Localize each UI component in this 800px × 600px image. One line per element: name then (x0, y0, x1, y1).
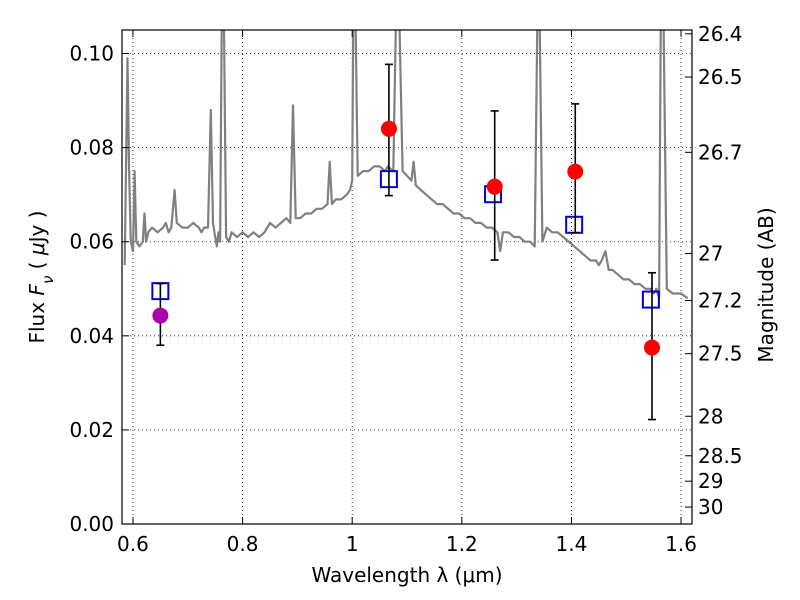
magnitude-tick-label: 30 (698, 495, 723, 519)
circle-marker (152, 307, 169, 324)
square-marker (565, 215, 584, 234)
data-marks (151, 63, 660, 421)
x-tick-label: 1.6 (665, 532, 697, 556)
magnitude-tick-label: 26.5 (698, 65, 743, 89)
y-axis-label: Flux Fν ( μJy ) (25, 210, 57, 343)
magnitude-tick-label: 26.7 (698, 140, 743, 164)
grid (122, 30, 692, 525)
y-tick-label: 0.10 (69, 42, 114, 66)
x-tick-label: 1.4 (556, 532, 588, 556)
y-tick-label: 0.08 (69, 136, 114, 160)
model-spectrum-line (123, 30, 689, 300)
magnitude-tick-label: 29 (698, 469, 723, 493)
y-tick-label: 0.06 (69, 230, 114, 254)
x-axis-label: Wavelength λ (μm) (311, 563, 502, 587)
plot-frame (121, 29, 693, 525)
magnitude-tick-label: 26.4 (698, 22, 743, 46)
model-spectrum (123, 30, 689, 300)
axes: 0.6 0.8 1 1.2 1.4 1.6 0.00 0.02 0.04 0.06 0.08 0.10… (69, 22, 742, 556)
magnitude-tick-label: 28 (698, 404, 723, 428)
circle-marker (643, 339, 660, 356)
x-tick-label: 0.8 (227, 532, 259, 556)
magnitude-tick-label: 27 (698, 241, 723, 265)
circle-marker (567, 163, 584, 180)
magnitude-tick-label: 27.2 (698, 289, 743, 313)
magnitude-tick-label: 27.5 (698, 342, 743, 366)
y-tick-label: 0.04 (69, 324, 114, 348)
circle-marker (380, 120, 397, 137)
x-tick-label: 1.2 (446, 532, 478, 556)
y-tick-label: 0.02 (69, 418, 114, 442)
magnitude-tick-label: 28.5 (698, 444, 743, 468)
right-axis-label: Magnitude (AB) (754, 207, 778, 362)
x-tick-label: 0.6 (117, 532, 149, 556)
circle-marker (486, 178, 503, 195)
x-tick-label: 1 (346, 532, 359, 556)
square-marker (641, 290, 660, 309)
y-tick-label: 0.00 (69, 512, 114, 536)
